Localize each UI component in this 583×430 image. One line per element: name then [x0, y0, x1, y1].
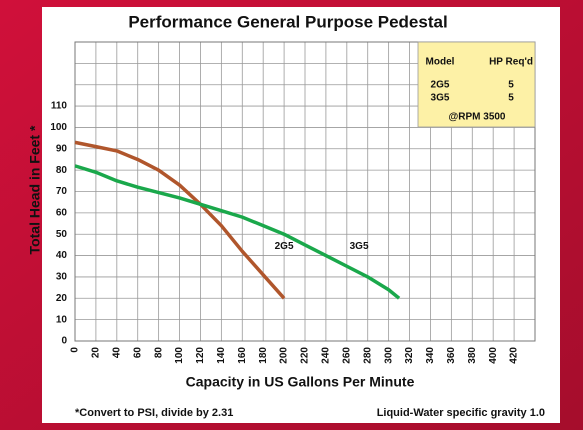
plot-frame: [74, 41, 536, 342]
chart-title: Performance General Purpose Pedestal: [128, 12, 447, 31]
x-tick-label: 340: [425, 347, 436, 364]
legend-header: HP Req'd: [489, 57, 533, 68]
y-tick-label: 50: [56, 229, 68, 240]
legend-header: Model: [426, 57, 455, 68]
x-tick-label: 160: [237, 347, 248, 364]
legend-note: @RPM 3500: [449, 112, 506, 123]
y-tick-label: 110: [51, 101, 68, 112]
series-label: 3G5: [350, 241, 369, 252]
x-tick-label: 240: [321, 347, 332, 364]
x-tick-label: 320: [404, 347, 415, 364]
x-tick-label: 140: [216, 347, 227, 364]
series-label: 2G5: [275, 241, 294, 252]
x-tick-label: 200: [279, 347, 290, 364]
y-tick-label: 30: [56, 272, 68, 283]
x-tick-label: 280: [362, 347, 373, 364]
x-tick-label: 380: [467, 347, 478, 364]
y-tick-label: 10: [56, 314, 68, 325]
legend-cell: 3G5: [431, 93, 450, 104]
curve: [74, 140, 286, 300]
footnote: Liquid-Water specific gravity 1.0: [377, 407, 545, 419]
y-tick-label: 100: [50, 122, 67, 133]
x-tick-label: 180: [258, 347, 269, 364]
x-tick-label: 360: [446, 347, 457, 364]
y-axis-label: Total Head in Feet *: [27, 125, 43, 254]
x-tick-label: 120: [195, 347, 206, 364]
x-axis-label: Capacity in US Gallons Per Minute: [186, 374, 415, 390]
footnote: *Convert to PSI, divide by 2.31: [75, 407, 233, 419]
legend-cell: 2G5: [431, 80, 450, 91]
x-tick-label: 60: [132, 347, 143, 359]
y-tick-label: 80: [56, 165, 68, 176]
legend-cell: 5: [508, 93, 514, 104]
x-tick-label: 100: [174, 347, 185, 364]
x-tick-label: 400: [488, 347, 499, 364]
legend-box: [417, 41, 536, 128]
y-tick-label: 0: [61, 336, 67, 347]
legend-cell: 5: [508, 80, 514, 91]
x-tick-label: 0: [70, 347, 81, 353]
y-tick-label: 20: [56, 293, 68, 304]
x-tick-label: 420: [509, 347, 520, 364]
x-tick-label: 20: [91, 347, 102, 359]
x-tick-label: 40: [111, 347, 122, 359]
y-tick-label: 60: [56, 207, 68, 218]
y-tick-label: 70: [56, 186, 68, 197]
y-tick-label: 90: [56, 143, 68, 154]
x-tick-label: 80: [153, 347, 164, 359]
curve: [74, 164, 401, 300]
y-tick-label: 40: [56, 250, 68, 261]
x-tick-label: 300: [383, 347, 394, 364]
x-tick-label: 260: [341, 347, 352, 364]
x-tick-label: 220: [300, 347, 311, 364]
